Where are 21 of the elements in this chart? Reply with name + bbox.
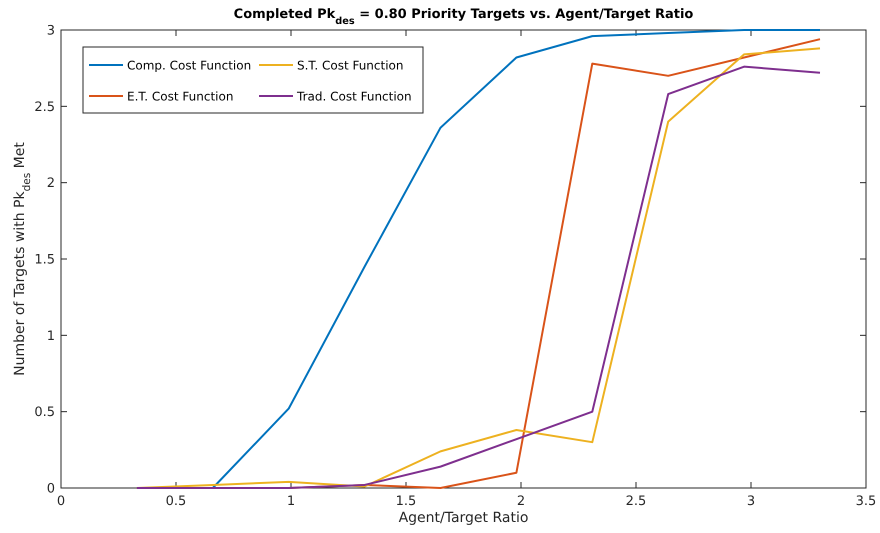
x-tick-label: 0 [56,494,66,509]
legend-label: Comp. Cost Function [127,58,252,72]
legend-label: S.T. Cost Function [297,58,404,72]
y-tick-label: 0 [46,482,55,496]
x-tick-label: 3 [746,494,756,509]
x-tick-label: 3.5 [856,494,876,509]
y-tick-label: 1.5 [34,252,55,268]
y-tick-label: 3 [46,24,55,38]
y-tick-label: 2 [46,176,55,192]
x-tick-label: 1 [286,494,296,509]
y-tick-label: 0.5 [34,405,55,420]
y-tick-label: 1 [46,328,55,344]
x-tick-label: 2.5 [626,494,646,509]
y-tick-label: 2.5 [34,100,55,115]
chart-title: Completed Pk$_{des}$ = 0.80 Priority Targets vs. Agent/Target Ratio [234,7,694,26]
legend-label: E.T. Cost Function [127,90,234,104]
legend-label: Trad. Cost Function [296,90,412,104]
x-tick-label: 2 [516,494,526,509]
x-axis-title: Agent/Target Ratio [398,510,528,526]
x-tick-label: 0.5 [166,494,186,509]
x-tick-label: 1.5 [396,494,416,509]
